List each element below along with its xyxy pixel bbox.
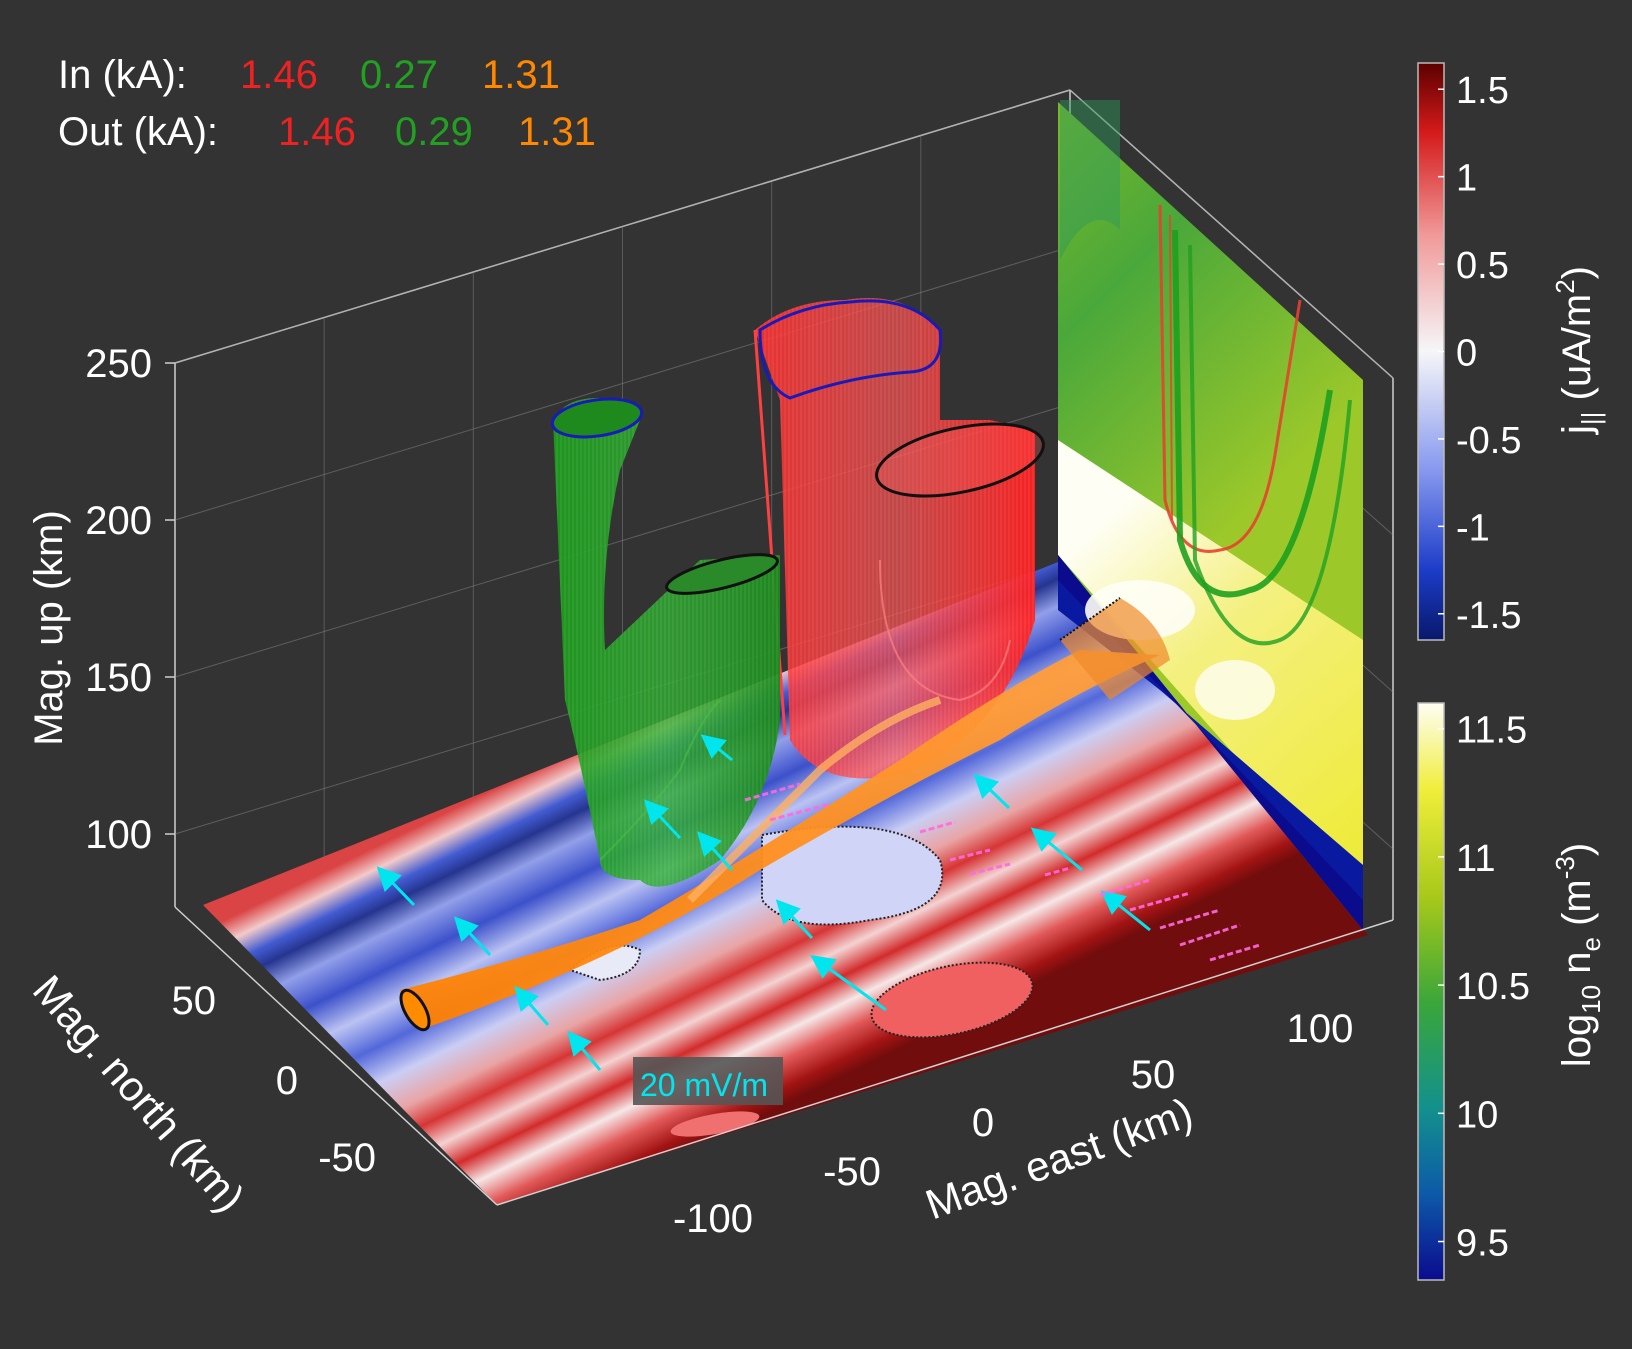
- flux-tube-red: [753, 298, 1045, 779]
- x-tick-label: -50: [823, 1150, 881, 1194]
- out-value-red: 1.46: [278, 110, 356, 154]
- out-label: Out (kA):: [58, 110, 218, 154]
- floor-jpar-map: [203, 560, 1368, 1205]
- e-field-arrow: [696, 831, 734, 872]
- e-field-arrow: [700, 734, 733, 762]
- colorbar-tick-label: 11: [1456, 838, 1495, 880]
- in-label: In (kA):: [58, 53, 187, 97]
- z-gridline: [174, 246, 1071, 521]
- x-tick-label: 0: [972, 1101, 994, 1145]
- y-tick-label: -50: [318, 1136, 376, 1180]
- z-tick-label: 150: [85, 656, 152, 700]
- precipitation-streak: [1159, 908, 1221, 930]
- x-tick-label: -100: [673, 1197, 753, 1241]
- precipitation-streak: [1179, 923, 1241, 947]
- colorbar-tick-label: 1: [1456, 158, 1477, 200]
- colorbar-ne-label: log10 ne (m-3): [1550, 843, 1606, 1067]
- x-tick-label: 100: [1287, 1007, 1354, 1051]
- x-ticks: -100 -50 0 50 100: [673, 1007, 1353, 1241]
- x-axis-label: Mag. east (km): [919, 1088, 1198, 1228]
- e-field-arrow: [453, 916, 492, 957]
- e-field-arrow: [1100, 890, 1151, 932]
- precipitation-streak: [919, 820, 956, 834]
- z-tick-label: 100: [85, 813, 152, 857]
- e-field-arrow: [514, 985, 550, 1026]
- colorbar-tick-label: 10: [1456, 1094, 1498, 1136]
- precipitation-streak: [949, 848, 991, 862]
- colorbar-tick-label: -1: [1456, 507, 1490, 549]
- colorbar-tick-label: -1.5: [1456, 595, 1521, 637]
- flux-tube-green: [550, 397, 780, 887]
- y-axis-label: Mag. north (km): [24, 966, 254, 1221]
- e-field-arrow: [810, 954, 887, 1012]
- e-field-arrow: [1030, 827, 1083, 872]
- precipitation-streak: [1044, 866, 1071, 877]
- current-header: In (kA): 1.46 0.27 1.31 Out (kA): 1.46 0…: [58, 53, 596, 154]
- colorbar-tick-label: 9.5: [1456, 1223, 1509, 1265]
- precipitation-streak: [969, 862, 1011, 876]
- colorbar-tick-label: 10.5: [1456, 966, 1530, 1008]
- precipitation-streak: [1129, 891, 1191, 912]
- out-value-green: 0.29: [395, 110, 473, 154]
- colorbar-ne-ticks: 11.5 11 10.5 10 9.5: [1438, 710, 1530, 1265]
- scale-label-box: [633, 1057, 783, 1105]
- colorbar-tick-label: 11.5: [1456, 710, 1527, 752]
- electric-field-arrows: [376, 734, 1151, 1071]
- in-value-orange: 1.31: [482, 53, 560, 97]
- z-ticks: 250 200 150 100: [85, 342, 175, 857]
- front-axis-lines: [174, 906, 1394, 1206]
- precipitation-streak: [769, 802, 831, 822]
- e-field-arrow: [775, 899, 814, 940]
- precipitation-streaks: [744, 782, 1261, 962]
- colorbar-ne-gradient: [1417, 702, 1445, 1281]
- e-field-arrow: [643, 799, 682, 840]
- y-tick-label: 50: [172, 979, 217, 1023]
- scale-label: 20 mV/m: [640, 1067, 768, 1103]
- colorbar-tick-label: 1.5: [1456, 70, 1509, 112]
- e-field-arrow: [567, 1030, 602, 1071]
- precipitation-streak: [744, 782, 801, 802]
- e-field-arrow: [376, 866, 416, 907]
- colorbar-ne: 11.5 11 10.5 10 9.5 log10 ne (m-3): [1417, 702, 1606, 1281]
- in-value-red: 1.46: [240, 53, 318, 97]
- colorbar-tick-label: 0.5: [1456, 245, 1509, 287]
- z-tick-label: 200: [85, 499, 152, 543]
- z-tick-label: 250: [85, 342, 152, 386]
- colorbar-jpar-ticks: 1.5 1 0.5 0 -0.5 -1 -1.5: [1438, 70, 1521, 637]
- x-tick-label: 50: [1131, 1053, 1176, 1097]
- colorbar-tick-label: 0: [1456, 333, 1477, 375]
- flux-tube-orange: [399, 597, 1170, 1032]
- z-gridline: [1069, 89, 1394, 379]
- y-ticks: 50 0 -50: [172, 979, 377, 1180]
- out-value-orange: 1.31: [518, 110, 596, 154]
- e-field-arrow: [973, 773, 1011, 810]
- colorbar-jpar-label: j|| (uA/m2): [1550, 266, 1606, 435]
- y-tick-label: 0: [276, 1059, 298, 1103]
- in-value-green: 0.27: [360, 53, 438, 97]
- colorbar-jpar: 1.5 1 0.5 0 -0.5 -1 -1.5 j|| (uA/m2): [1417, 62, 1606, 641]
- z-gridline: [174, 89, 1071, 364]
- colorbar-tick-label: -0.5: [1456, 420, 1521, 462]
- z-axis-label: Mag. up (km): [27, 510, 71, 746]
